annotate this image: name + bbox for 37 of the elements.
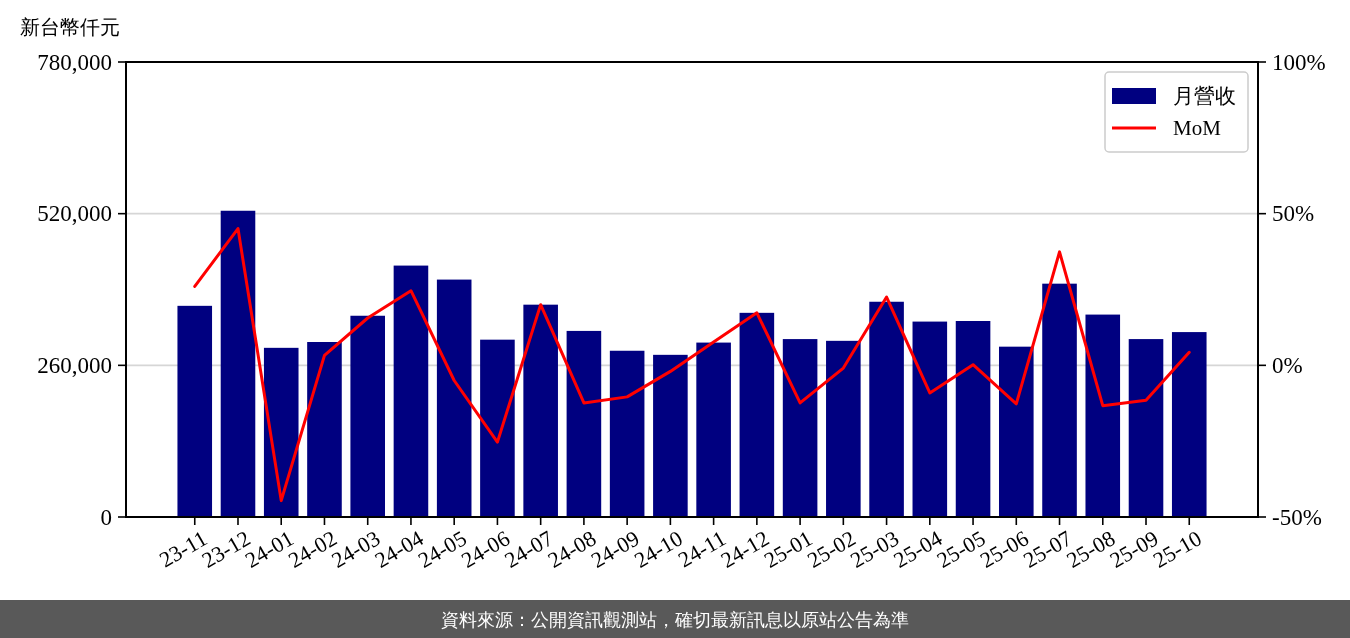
- bar: [220, 210, 256, 517]
- y-tick-label: 0: [100, 504, 112, 530]
- bar: [782, 339, 818, 517]
- y-tick-label: 260,000: [37, 352, 112, 378]
- bar: [480, 339, 515, 517]
- bar: [263, 347, 299, 517]
- y2-tick-label: 50%: [1272, 201, 1315, 227]
- y2-tick-label: -50%: [1272, 504, 1322, 530]
- bar: [696, 342, 731, 517]
- bar: [653, 354, 688, 517]
- bar: [609, 350, 645, 517]
- bar: [436, 279, 472, 517]
- bar: [999, 346, 1034, 517]
- bar: [869, 301, 904, 517]
- source-band: 資料來源：公開資訊觀測站，確切最新訊息以原站公告為準: [0, 600, 1350, 638]
- bar: [393, 265, 429, 517]
- bar: [1128, 339, 1164, 517]
- y2-tick-label: 100%: [1272, 49, 1326, 75]
- y-axis-title: 新台幣仟元: [20, 16, 120, 38]
- source-note: 資料來源：公開資訊觀測站，確切最新訊息以原站公告為準: [441, 608, 909, 630]
- bar: [1085, 314, 1121, 517]
- y2-tick-label: 0%: [1272, 352, 1303, 378]
- bar: [1171, 332, 1207, 517]
- bar: [350, 315, 385, 517]
- bar: [912, 321, 948, 517]
- bar: [739, 312, 775, 517]
- bar: [1042, 283, 1077, 517]
- legend-label: 月營收: [1173, 84, 1236, 108]
- legend-label: MoM: [1173, 116, 1222, 140]
- bar: [307, 342, 342, 517]
- bar: [523, 304, 558, 517]
- bar: [177, 305, 213, 517]
- bar: [826, 340, 861, 517]
- bar: [566, 330, 602, 517]
- y-tick-label: 520,000: [37, 201, 112, 227]
- y-tick-label: 780,000: [37, 49, 112, 75]
- bar: [955, 321, 991, 517]
